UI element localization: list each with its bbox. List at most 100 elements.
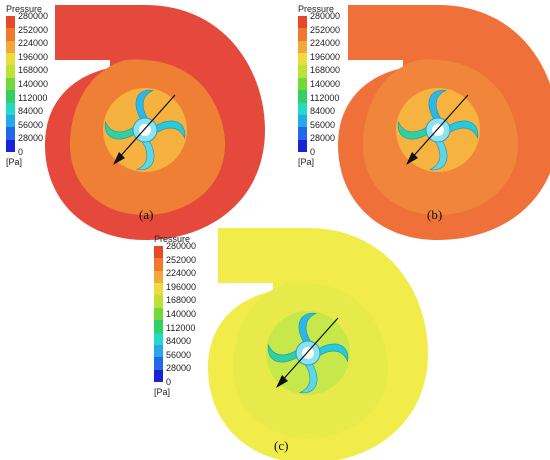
legend-tick-label: 280000 [310, 11, 341, 21]
legend-tick-label: 168000 [166, 295, 197, 306]
color-bar-segment [298, 53, 307, 66]
legend-tick-label: 0 [310, 147, 316, 157]
color-bar-segment [6, 114, 15, 128]
legend-tick-label: 112000 [310, 92, 340, 103]
color-bar-segment [298, 77, 307, 91]
legend-tick-label: 168000 [310, 65, 341, 76]
legend-tick-label: 280000 [18, 11, 49, 21]
hub-bore [302, 347, 314, 359]
pump-group [45, 5, 265, 240]
impeller-blade [313, 343, 348, 363]
color-bar-segment [298, 90, 307, 103]
color-bar-segment [154, 369, 163, 382]
legend-tick-label: 28000 [166, 363, 192, 374]
legend-tick-label: 56000 [166, 349, 192, 360]
panel-caption-a: (a) [139, 207, 154, 222]
legend-tick-label: 0 [18, 147, 24, 157]
pump-group [338, 5, 550, 240]
color-bar [298, 16, 307, 152]
arrow-head [406, 152, 418, 165]
legend-tick-label: 84000 [18, 106, 44, 117]
legend-unit: [Pa] [154, 387, 171, 397]
color-bar-segment [6, 28, 15, 41]
color-bar-segment [154, 246, 163, 259]
pump-contour-a [45, 5, 265, 240]
legend-tick-label: 252000 [18, 24, 49, 35]
color-bar [6, 16, 15, 152]
legend-tick-label: 56000 [310, 119, 336, 130]
color-bar-segment [298, 28, 307, 41]
arrow-head [113, 152, 125, 165]
legend-tick-label: 112000 [18, 92, 48, 103]
pressure-legend-b: Pressure 280000 252000 224000 196000 168000 1… [297, 4, 357, 174]
pump-contour-b [338, 5, 550, 240]
color-bar-segment [298, 102, 307, 115]
arrow-line [279, 317, 339, 384]
impeller-blade [298, 313, 318, 348]
legend-tick-label: 28000 [18, 133, 44, 144]
legend-tick-label: 252000 [166, 254, 197, 265]
panel-caption-b: (b) [427, 207, 443, 222]
color-bar-segment [298, 65, 307, 78]
color-bar-segment [154, 258, 163, 271]
color-bar-segment [6, 90, 15, 103]
impeller-blade [398, 120, 433, 140]
pump-group [208, 228, 428, 460]
hub-bore [432, 124, 444, 136]
impeller-blade [428, 90, 448, 125]
pressure-legend-c: Pressure 280000 252000 224000 196000 168000 1… [153, 234, 213, 404]
color-bar-segment [6, 16, 15, 29]
legend-tick-label: 56000 [18, 119, 44, 130]
legend-tick-label: 280000 [166, 241, 197, 251]
panel-caption-c: (c) [274, 438, 289, 453]
color-bar-segment [298, 16, 307, 29]
color-bar-segment [298, 40, 307, 54]
impeller-blade [268, 343, 303, 363]
legend-tick-label: 112000 [166, 322, 196, 333]
legend-unit: [Pa] [6, 157, 23, 167]
hub-bore [139, 124, 151, 136]
legend-title: Pressure [298, 4, 335, 14]
legend-tick-label: 196000 [310, 51, 341, 62]
arrow-line [409, 94, 469, 161]
legend-tick-label: 84000 [310, 106, 336, 117]
legend-tick-label: 224000 [166, 268, 197, 279]
panel-c: Pressure 280000 252000 224000 196000 168000 1… [140, 228, 428, 460]
color-bar-segment [6, 139, 15, 152]
color-bar-segment [6, 77, 15, 91]
legend-tick-label: 196000 [18, 51, 49, 62]
color-bar-segment [154, 344, 163, 358]
color-bar-segment [154, 332, 163, 345]
arrow-head [276, 375, 288, 388]
color-bar-segment [6, 65, 15, 78]
pressure-legend-a: Pressure 280000 252000 224000 196000 168000 1… [5, 4, 65, 174]
color-bar-segment [154, 320, 163, 333]
legend-tick-label: 0 [166, 377, 172, 387]
arrow-line [116, 94, 176, 161]
legend-tick-label: 140000 [166, 309, 197, 319]
color-bar-segment [6, 102, 15, 115]
color-bar-segment [298, 114, 307, 128]
impeller-blade [428, 135, 448, 170]
legend-tick-label: 224000 [310, 38, 341, 49]
legend-tick-label: 84000 [166, 336, 192, 347]
color-bar-segment [154, 307, 163, 321]
impeller-blade [105, 120, 140, 140]
impeller-blade [443, 120, 478, 140]
color-bar-segment [154, 283, 163, 296]
color-bar-segment [6, 40, 15, 54]
legend-tick-label: 224000 [18, 38, 49, 49]
color-bar-segment [6, 127, 15, 140]
color-bar [154, 246, 163, 382]
legend-tick-label: 28000 [310, 133, 336, 144]
color-bar-segment [154, 295, 163, 308]
color-bar-segment [154, 357, 163, 370]
legend-unit: [Pa] [298, 157, 315, 167]
legend-title: Pressure [154, 234, 191, 244]
legend-tick-label: 140000 [310, 79, 341, 89]
legend-tick-label: 196000 [166, 281, 197, 292]
impeller-blade [135, 90, 155, 125]
panel-b: Pressure 280000 252000 224000 196000 168000 1… [285, 0, 550, 240]
impeller-blade [298, 358, 318, 393]
impeller-blade [150, 120, 185, 140]
